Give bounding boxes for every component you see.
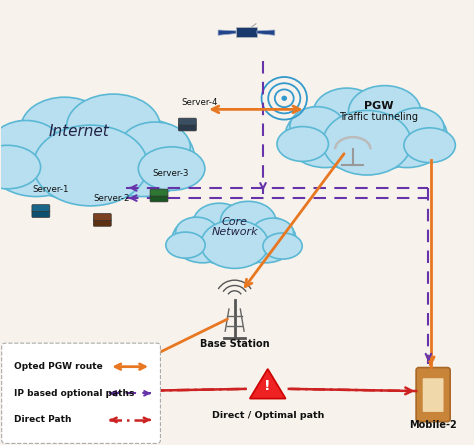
Ellipse shape xyxy=(0,119,89,197)
Ellipse shape xyxy=(290,107,345,146)
Ellipse shape xyxy=(313,88,381,138)
Ellipse shape xyxy=(166,232,205,258)
Ellipse shape xyxy=(348,85,421,138)
Ellipse shape xyxy=(66,94,160,159)
FancyBboxPatch shape xyxy=(416,368,450,422)
Ellipse shape xyxy=(21,97,108,159)
FancyBboxPatch shape xyxy=(32,205,50,212)
Text: IP based optional paths: IP based optional paths xyxy=(14,389,134,398)
Ellipse shape xyxy=(303,91,431,172)
FancyBboxPatch shape xyxy=(178,118,196,125)
Text: Mobile-2: Mobile-2 xyxy=(409,420,457,430)
Text: Server-3: Server-3 xyxy=(153,169,189,178)
Ellipse shape xyxy=(201,220,268,268)
FancyBboxPatch shape xyxy=(32,210,50,218)
Ellipse shape xyxy=(404,128,456,162)
Text: Traffic tunneling: Traffic tunneling xyxy=(339,113,418,122)
Ellipse shape xyxy=(7,101,173,202)
Text: PGW: PGW xyxy=(364,101,393,111)
Ellipse shape xyxy=(285,105,365,168)
FancyBboxPatch shape xyxy=(150,189,168,196)
FancyBboxPatch shape xyxy=(93,219,111,226)
Text: Direct / Optimal path: Direct / Optimal path xyxy=(211,411,324,420)
Ellipse shape xyxy=(0,146,41,189)
Text: Server-4: Server-4 xyxy=(181,98,218,107)
Ellipse shape xyxy=(390,108,444,148)
FancyBboxPatch shape xyxy=(1,343,160,443)
Ellipse shape xyxy=(252,218,293,248)
Ellipse shape xyxy=(176,217,218,247)
FancyBboxPatch shape xyxy=(101,378,122,412)
Ellipse shape xyxy=(91,119,194,197)
Ellipse shape xyxy=(220,201,276,240)
FancyBboxPatch shape xyxy=(95,368,129,422)
Ellipse shape xyxy=(193,203,245,240)
Polygon shape xyxy=(257,30,275,35)
Polygon shape xyxy=(236,27,257,37)
Text: Internet: Internet xyxy=(48,124,109,139)
FancyBboxPatch shape xyxy=(150,195,168,202)
Ellipse shape xyxy=(323,110,411,175)
Text: Server-1: Server-1 xyxy=(32,185,69,194)
Text: Mobile-1: Mobile-1 xyxy=(88,420,136,430)
FancyBboxPatch shape xyxy=(178,124,196,131)
Ellipse shape xyxy=(185,206,284,266)
Ellipse shape xyxy=(33,125,148,206)
Polygon shape xyxy=(250,369,286,399)
Circle shape xyxy=(282,96,287,101)
Polygon shape xyxy=(218,30,236,35)
Ellipse shape xyxy=(119,122,190,172)
Ellipse shape xyxy=(235,216,296,263)
Ellipse shape xyxy=(138,147,205,190)
Text: Base Station: Base Station xyxy=(200,339,269,349)
Text: Core: Core xyxy=(222,217,247,227)
Ellipse shape xyxy=(277,126,328,162)
Text: Opted PGW route: Opted PGW route xyxy=(14,362,103,371)
Ellipse shape xyxy=(367,105,447,168)
FancyBboxPatch shape xyxy=(423,378,444,412)
Ellipse shape xyxy=(263,233,302,259)
Text: Direct Path: Direct Path xyxy=(14,415,72,425)
Text: !: ! xyxy=(264,379,271,393)
Text: Network: Network xyxy=(211,227,258,237)
Ellipse shape xyxy=(0,121,61,170)
Ellipse shape xyxy=(172,216,233,263)
Text: Server-2: Server-2 xyxy=(93,194,130,203)
FancyBboxPatch shape xyxy=(93,214,111,221)
